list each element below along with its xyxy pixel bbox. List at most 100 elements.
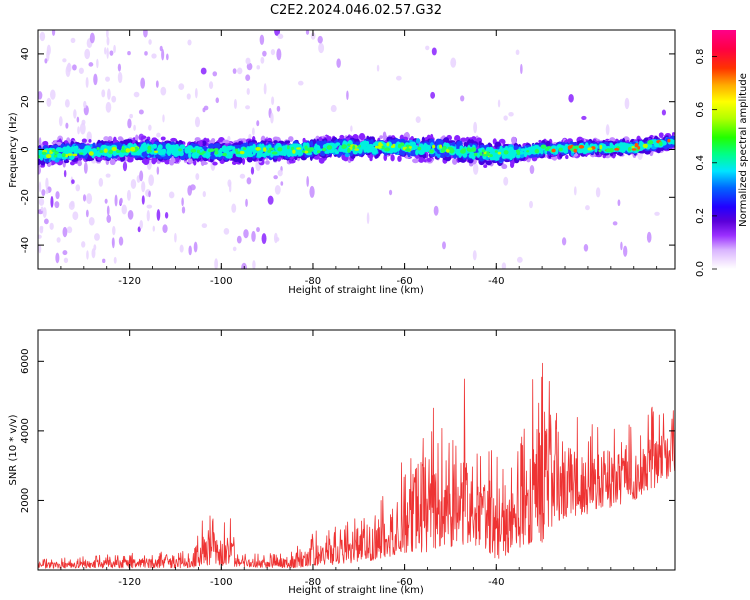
spectrogram-hot-cell bbox=[316, 150, 321, 154]
spectrogram-hot-cell bbox=[494, 150, 498, 153]
spectrogram-noise-speck bbox=[243, 229, 249, 239]
spectrogram-noise-speck bbox=[106, 205, 110, 216]
colorbar-tick-label: 0.2 bbox=[695, 208, 706, 224]
spectrogram-noise-speck bbox=[94, 233, 100, 241]
spectrogram-noise-speck bbox=[181, 206, 186, 214]
spectrogram-hot-cell bbox=[471, 148, 476, 152]
spectrogram-band-cell bbox=[173, 150, 181, 155]
spectrogram-hot-cell bbox=[125, 148, 131, 153]
spectrogram-noise-speck bbox=[156, 132, 161, 138]
spectrogram-noise-speck bbox=[595, 187, 601, 198]
spectrogram-band-cell bbox=[282, 151, 287, 157]
spectrogram-noise-speck bbox=[127, 51, 131, 56]
spectrogram-noise-speck bbox=[214, 258, 219, 269]
spectrogram-noise-speck bbox=[366, 212, 370, 225]
spectrogram-noise-speck bbox=[73, 109, 77, 119]
spectrogram-noise-speck bbox=[245, 57, 251, 65]
spectrogram-noise-speck bbox=[103, 136, 109, 142]
spectrogram-noise-speck bbox=[75, 184, 81, 192]
spectrogram-noise-speck bbox=[612, 221, 618, 226]
spectrogram-band-cell bbox=[456, 150, 460, 156]
spectrogram-noise-speck bbox=[280, 181, 284, 186]
spectrogram-noise-speck bbox=[85, 76, 89, 89]
spectrogram-hot-cell bbox=[516, 150, 521, 156]
spectrogram-noise-speck bbox=[38, 91, 43, 100]
spectrogram-noise-speck bbox=[246, 177, 252, 185]
spectrogram-noise-speck bbox=[44, 58, 48, 64]
spectrogram-noise-speck bbox=[76, 116, 80, 123]
snr-ylabel: SNR (10 * v/v) bbox=[8, 414, 19, 485]
spectrogram-noise-speck bbox=[111, 95, 117, 103]
spectrogram-hot-cell bbox=[587, 147, 593, 151]
spectrogram-noise-speck bbox=[105, 76, 110, 82]
spectrogram-noise-speck bbox=[38, 234, 42, 239]
spectrogram-hot-cell bbox=[301, 150, 305, 153]
spectrogram-noise-speck bbox=[274, 185, 281, 195]
spectrogram-noise-speck bbox=[119, 197, 123, 204]
spectrogram-noise-speck bbox=[39, 225, 44, 230]
spectrogram-band-cell bbox=[170, 137, 178, 142]
spectrogram-xtick-label: -40 bbox=[488, 276, 504, 287]
spectrogram-hot-cell bbox=[53, 154, 58, 158]
spectrogram-hot-cell bbox=[598, 149, 602, 153]
spectrogram-band-cell bbox=[169, 158, 175, 166]
spectrogram-noise-speck bbox=[425, 45, 430, 51]
spectrogram-hot-cell bbox=[408, 146, 413, 149]
spectrogram-noise-speck bbox=[93, 244, 97, 251]
spectrogram-noise-speck bbox=[143, 30, 148, 38]
spectrogram-noise-speck bbox=[194, 116, 201, 128]
spectrogram-noise-speck bbox=[84, 48, 91, 60]
spectrogram-noise-speck bbox=[40, 206, 44, 212]
spectrogram-hot-cell bbox=[573, 148, 577, 153]
spectrogram-noise-speck bbox=[55, 252, 60, 264]
spectrogram-noise-speck bbox=[193, 241, 198, 253]
spectrogram-hot-cell bbox=[277, 147, 283, 152]
spectrogram-hot-cell bbox=[341, 145, 347, 149]
spectrogram-noise-speck bbox=[38, 137, 42, 146]
spectrogram-noise-speck bbox=[503, 115, 508, 121]
spectrogram-noise-speck bbox=[38, 198, 45, 206]
spectrogram-hot-cell bbox=[417, 146, 422, 151]
spectrogram-hot-cell bbox=[384, 147, 391, 152]
spectrogram-hot-cell bbox=[45, 154, 52, 159]
spectrogram-hot-cell bbox=[466, 147, 471, 151]
spectrogram-hot-cell bbox=[108, 149, 114, 155]
spectrogram-band-cell bbox=[81, 138, 87, 143]
spectrogram-noise-speck bbox=[431, 47, 437, 56]
spectrogram-band-cell bbox=[339, 134, 345, 139]
spectrogram-band-cell bbox=[332, 143, 339, 148]
spectrogram-noise-speck bbox=[101, 89, 106, 98]
spectrogram-noise-speck bbox=[306, 175, 309, 187]
spectrogram-band-cell bbox=[265, 145, 270, 149]
spectrogram-noise-speck bbox=[585, 205, 590, 211]
spectrogram-hot-cell bbox=[605, 148, 611, 153]
spectrogram-noise-speck bbox=[561, 237, 567, 246]
spectrogram-noise-speck bbox=[276, 48, 282, 61]
spectrogram-hot-cell bbox=[41, 151, 47, 155]
spectrogram-hot-cell bbox=[449, 147, 454, 152]
spectrogram-noise-speck bbox=[93, 73, 98, 86]
spectrogram-noise-speck bbox=[273, 175, 278, 180]
spectrogram-hot-cell bbox=[96, 146, 100, 151]
spectrogram-hot-cell bbox=[322, 147, 327, 152]
spectrogram-noise-speck bbox=[72, 211, 79, 221]
spectrogram-noise-speck bbox=[236, 235, 242, 244]
spectrogram-band-cell bbox=[243, 149, 251, 155]
spectrogram-hot-cell bbox=[347, 148, 351, 153]
spectrogram-noise-speck bbox=[64, 99, 70, 108]
spectrogram-hot-cell bbox=[400, 142, 405, 147]
spectrogram-noise-speck bbox=[508, 111, 514, 117]
spectrogram-noise-speck bbox=[45, 177, 49, 190]
spectrogram-hot-cell bbox=[61, 153, 66, 158]
spectrogram-noise-speck bbox=[46, 44, 51, 56]
spectrogram-band-cell bbox=[424, 144, 431, 151]
spectrogram-noise-speck bbox=[202, 191, 206, 198]
spectrogram-noise-speck bbox=[516, 256, 523, 263]
spectrogram-hot-cell bbox=[208, 148, 212, 153]
spectrogram-noise-speck bbox=[252, 127, 255, 136]
spectrogram-noise-speck bbox=[442, 241, 446, 250]
spectrogram-noise-speck bbox=[188, 245, 192, 256]
spectrogram-noise-speck bbox=[66, 226, 73, 234]
spectrogram-band-cell bbox=[379, 135, 384, 139]
spectrogram-hot-cell bbox=[642, 143, 648, 148]
